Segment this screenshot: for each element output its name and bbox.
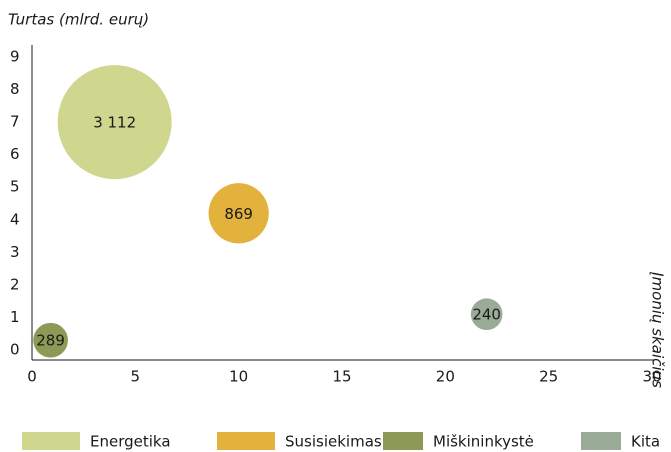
- y-tick-label: 5: [10, 178, 20, 196]
- data-label: 3 112: [93, 114, 136, 132]
- y-tick-label: 8: [10, 80, 20, 98]
- y-tick-label: 9: [10, 48, 20, 66]
- y-tick-label: 2: [10, 275, 20, 293]
- legend-swatch: [581, 432, 621, 450]
- legend-label: Energetika: [90, 433, 171, 451]
- y-axis-title: Turtas (mlrd. eurų): [8, 11, 149, 29]
- y-tick-label: 6: [10, 145, 20, 163]
- data-label: 869: [224, 205, 253, 223]
- x-tick-label: 0: [27, 368, 37, 386]
- x-tick-label: 30: [642, 368, 661, 386]
- y-tick-label: 3: [10, 243, 20, 261]
- legend-swatch: [22, 432, 80, 450]
- data-label: 240: [472, 306, 501, 324]
- bubble: [33, 322, 68, 358]
- y-tick-label: 7: [10, 113, 20, 131]
- bubble: [57, 65, 172, 180]
- data-label: 289: [36, 332, 65, 350]
- y-tick-label: 0: [10, 341, 20, 359]
- y-tick-label: 4: [10, 210, 20, 228]
- legend-swatch: [217, 432, 275, 450]
- legend-label: Miškininkystė: [433, 433, 534, 451]
- size-title: Įmonių skaičius: [649, 271, 667, 388]
- x-tick-label: 10: [229, 368, 248, 386]
- bubble: [470, 298, 503, 331]
- legend-label: Kita: [631, 433, 660, 451]
- x-tick-label: 5: [131, 368, 141, 386]
- legend-label: Susisiekimas: [285, 433, 382, 451]
- legend-swatch: [383, 432, 423, 450]
- bubble: [208, 183, 269, 244]
- x-tick-label: 25: [539, 368, 558, 386]
- x-tick-label: 15: [332, 368, 351, 386]
- y-tick-label: 1: [10, 308, 20, 326]
- x-tick-label: 20: [436, 368, 455, 386]
